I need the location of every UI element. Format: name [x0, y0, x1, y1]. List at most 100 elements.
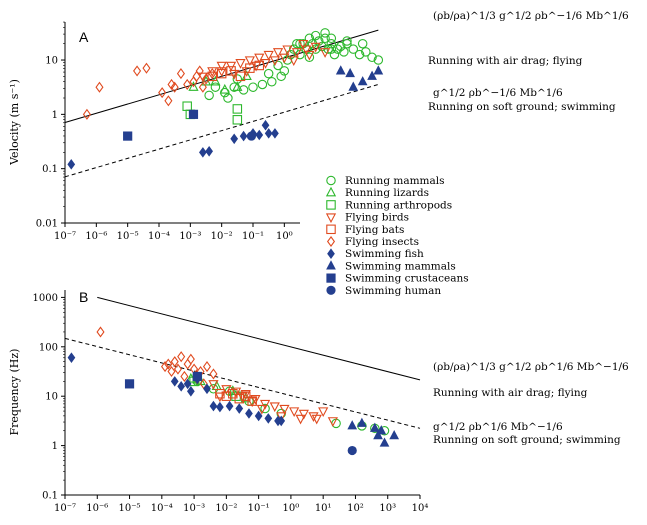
data-point-A	[245, 63, 255, 73]
data-point-A	[95, 81, 104, 93]
x-tick-label-B: 10⁻⁷	[54, 503, 76, 514]
data-point-A	[216, 61, 227, 72]
data-point-B	[227, 385, 238, 395]
data-point-A	[229, 82, 239, 92]
annotation-a-top: (ρb/ρa)^1/3 g^1/2 ρb^−1/6 Mb^1/6 Running…	[428, 10, 629, 67]
data-point-A	[304, 50, 315, 61]
data-point-B	[202, 361, 212, 373]
annotation-b-top-label: Running with air drag; flying	[433, 387, 588, 399]
data-point-A	[345, 67, 355, 78]
data-point-A	[269, 56, 281, 67]
y-axis-label-A: Velocity (m s⁻¹)	[8, 79, 21, 166]
x-tick-label-A: 10⁻⁶	[85, 231, 107, 242]
data-point-A	[244, 56, 255, 67]
data-point-A	[254, 53, 265, 64]
x-tick-label-B: 10¹	[315, 503, 332, 514]
data-point-B	[260, 403, 270, 414]
data-point-A	[320, 33, 330, 44]
legend-label-swimming-fish: Swimming fish	[345, 248, 424, 260]
data-point-B	[347, 445, 357, 456]
data-point-B	[235, 403, 244, 414]
series-swimming-fish-A	[67, 119, 279, 170]
data-point-B	[221, 391, 232, 401]
data-point-B	[289, 407, 300, 418]
data-point-B	[259, 399, 271, 410]
y-tick-label-A: 0.01	[36, 219, 58, 230]
annotation-a-top-label: Running with air drag; flying	[428, 55, 583, 67]
data-point-A	[295, 38, 305, 49]
series-flying-insects-A	[82, 62, 217, 120]
x-tick-label-B: 10⁻⁴	[151, 503, 173, 514]
x-tick-label-A: 10⁰	[276, 231, 293, 242]
data-point-B	[245, 408, 253, 419]
legend-marker-swimming-crustaceans	[326, 273, 336, 283]
legend-label-swimming-human: Swimming human	[345, 285, 441, 297]
data-point-B	[67, 352, 76, 363]
data-point-B	[250, 394, 261, 405]
data-point-B	[234, 393, 245, 404]
data-point-B	[379, 437, 390, 447]
data-point-A	[198, 81, 207, 93]
data-point-B	[308, 412, 319, 422]
x-tick-label-A: 10⁻¹	[242, 231, 264, 242]
data-point-B	[269, 402, 280, 413]
x-tick-label-B: 10³	[379, 503, 396, 514]
data-point-A	[158, 87, 167, 99]
data-point-A	[188, 81, 199, 91]
data-point-B	[240, 391, 251, 401]
data-point-B	[369, 422, 380, 432]
data-point-B	[187, 385, 195, 397]
legend-marker-running-mammals	[326, 175, 336, 186]
annotation-a-bottom-label: Running on soft ground; swimming	[428, 101, 616, 113]
data-point-A	[304, 52, 315, 63]
data-point-B	[228, 388, 238, 399]
legend-marker-flying-insects	[326, 235, 336, 248]
data-point-A	[272, 48, 284, 58]
data-point-A	[192, 70, 201, 82]
data-point-A	[82, 108, 91, 120]
data-point-A	[197, 72, 208, 83]
panel-a: 10⁻⁷ 10⁻⁶ 10⁻⁵ 10⁻⁴ 10⁻³ 10⁻² 10⁻¹ 10⁰ 10 1 0.1 0.0…	[8, 21, 384, 242]
legend-label-running-lizards: Running lizards	[345, 187, 429, 199]
data-point-B	[214, 392, 226, 403]
legend-marker-swimming-fish	[327, 248, 335, 260]
data-point-B	[247, 396, 257, 406]
data-point-A	[67, 159, 76, 170]
data-point-A	[354, 49, 365, 60]
data-point-A	[235, 59, 246, 69]
x-tick-label-A: 10⁻⁵	[117, 231, 139, 242]
data-point-A	[263, 50, 274, 61]
data-point-B	[177, 381, 186, 392]
data-point-B	[264, 413, 273, 424]
series-swimming-crustaceans-B	[124, 371, 202, 389]
legend-label-running-arthropods: Running arthropods	[345, 199, 452, 211]
data-point-A	[263, 68, 274, 79]
data-point-B	[209, 368, 218, 380]
legend-label-swimming-mammals: Swimming mammals	[345, 260, 456, 272]
data-point-A	[326, 38, 337, 49]
x-tick-label-A: 10⁻⁴	[148, 231, 170, 242]
data-point-B	[215, 388, 225, 399]
legend-label-flying-bats: Flying bats	[345, 224, 404, 236]
data-point-A	[310, 44, 321, 54]
data-point-A	[164, 95, 173, 107]
data-point-A	[257, 79, 268, 90]
data-point-A	[335, 65, 346, 75]
data-point-B	[276, 412, 287, 422]
data-point-A	[176, 68, 185, 80]
y-tick-label-A: 10	[45, 56, 58, 67]
series-running-lizards-A	[188, 70, 252, 94]
x-tick-label-B: 10⁻³	[183, 503, 205, 514]
x-tick-label-B: 10⁻⁶	[86, 503, 108, 514]
data-point-A	[367, 70, 377, 80]
data-point-A	[310, 30, 321, 41]
legend-label-running-mammals: Running mammals	[345, 175, 445, 187]
data-point-B	[254, 410, 263, 422]
legend-marker-running-lizards	[325, 186, 337, 197]
data-point-A	[208, 68, 217, 80]
data-point-A	[329, 49, 340, 60]
data-point-A	[298, 40, 309, 50]
fit-line-solid-B	[97, 296, 421, 381]
panel-label-A: A	[79, 29, 89, 45]
